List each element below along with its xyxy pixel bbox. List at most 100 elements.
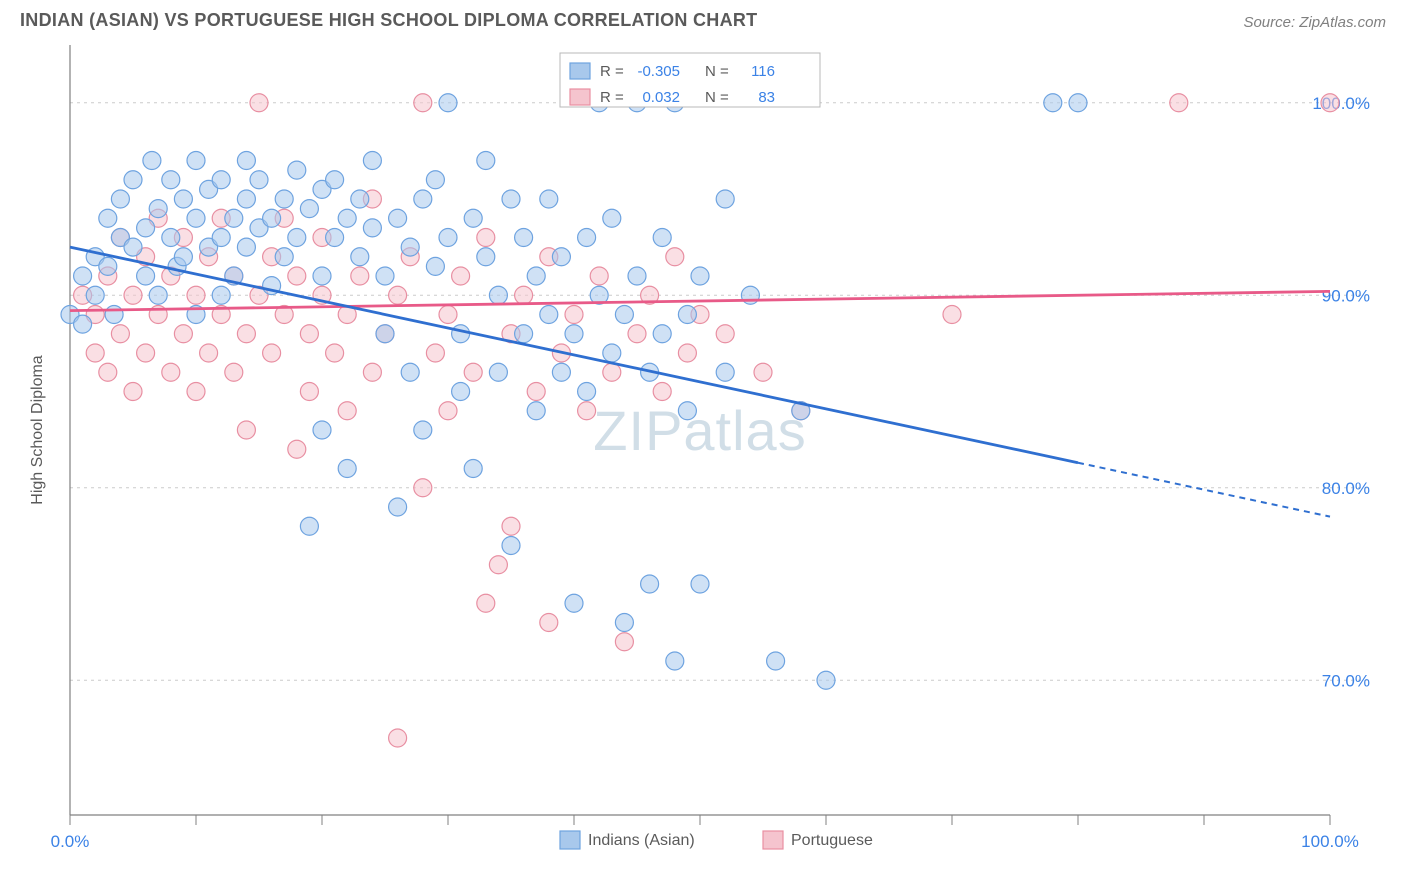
scatter-point-indian xyxy=(212,171,230,189)
y-tick-label: 90.0% xyxy=(1322,286,1370,305)
scatter-point-indian xyxy=(99,257,117,275)
scatter-point-indian xyxy=(187,152,205,170)
scatter-point-portuguese xyxy=(414,479,432,497)
scatter-point-indian xyxy=(628,267,646,285)
scatter-point-indian xyxy=(464,209,482,227)
legend-r-label: R = xyxy=(600,89,624,106)
scatter-point-indian xyxy=(552,248,570,266)
bottom-legend-swatch xyxy=(560,831,580,849)
scatter-point-portuguese xyxy=(439,306,457,324)
scatter-point-indian xyxy=(565,325,583,343)
scatter-point-indian xyxy=(288,161,306,179)
scatter-point-portuguese xyxy=(288,267,306,285)
scatter-point-indian xyxy=(615,306,633,324)
scatter-point-indian xyxy=(212,286,230,304)
scatter-point-portuguese xyxy=(464,363,482,381)
scatter-point-indian xyxy=(149,200,167,218)
chart-title: INDIAN (ASIAN) VS PORTUGUESE HIGH SCHOOL… xyxy=(20,10,757,31)
scatter-point-portuguese xyxy=(477,229,495,247)
scatter-point-portuguese xyxy=(237,421,255,439)
scatter-point-portuguese xyxy=(174,325,192,343)
scatter-point-indian xyxy=(678,306,696,324)
scatter-point-indian xyxy=(363,219,381,237)
scatter-point-portuguese xyxy=(515,286,533,304)
scatter-point-indian xyxy=(313,421,331,439)
scatter-point-indian xyxy=(426,257,444,275)
scatter-point-portuguese xyxy=(263,344,281,362)
scatter-point-indian xyxy=(187,209,205,227)
scatter-point-portuguese xyxy=(565,306,583,324)
scatter-point-indian xyxy=(137,267,155,285)
scatter-point-portuguese xyxy=(716,325,734,343)
trend-line-indian xyxy=(70,247,1078,463)
scatter-point-portuguese xyxy=(603,363,621,381)
scatter-point-indian xyxy=(678,402,696,420)
scatter-point-indian xyxy=(351,190,369,208)
scatter-point-portuguese xyxy=(477,594,495,612)
scatter-point-portuguese xyxy=(502,517,520,535)
scatter-point-indian xyxy=(565,594,583,612)
scatter-point-portuguese xyxy=(300,383,318,401)
scatter-point-indian xyxy=(540,306,558,324)
scatter-point-indian xyxy=(376,267,394,285)
y-axis-label: High School Diploma xyxy=(29,355,46,505)
scatter-point-indian xyxy=(363,152,381,170)
scatter-point-portuguese xyxy=(300,325,318,343)
scatter-point-portuguese xyxy=(527,383,545,401)
scatter-point-indian xyxy=(338,460,356,478)
scatter-point-portuguese xyxy=(678,344,696,362)
scatter-point-indian xyxy=(174,248,192,266)
scatter-point-indian xyxy=(414,421,432,439)
scatter-point-portuguese xyxy=(754,363,772,381)
chart-area: 70.0%80.0%90.0%100.0%0.0%100.0%High Scho… xyxy=(20,35,1386,892)
scatter-point-indian xyxy=(300,200,318,218)
scatter-point-indian xyxy=(237,190,255,208)
scatter-point-indian xyxy=(162,229,180,247)
scatter-point-portuguese xyxy=(137,344,155,362)
scatter-point-indian xyxy=(452,325,470,343)
scatter-point-portuguese xyxy=(124,286,142,304)
scatter-point-indian xyxy=(124,238,142,256)
scatter-point-portuguese xyxy=(237,325,255,343)
scatter-point-indian xyxy=(212,229,230,247)
scatter-point-portuguese xyxy=(225,363,243,381)
scatter-point-indian xyxy=(105,306,123,324)
bottom-legend-label: Portuguese xyxy=(791,832,873,849)
scatter-point-portuguese xyxy=(124,383,142,401)
scatter-point-indian xyxy=(641,575,659,593)
scatter-point-portuguese xyxy=(86,344,104,362)
scatter-point-portuguese xyxy=(943,306,961,324)
scatter-point-indian xyxy=(716,363,734,381)
scatter-point-portuguese xyxy=(666,248,684,266)
scatter-point-indian xyxy=(477,248,495,266)
scatter-point-indian xyxy=(615,614,633,632)
y-tick-label: 80.0% xyxy=(1322,479,1370,498)
scatter-point-indian xyxy=(74,267,92,285)
scatter-point-indian xyxy=(691,575,709,593)
x-tick-label-left: 0.0% xyxy=(51,832,90,851)
scatter-point-indian xyxy=(237,152,255,170)
scatter-point-indian xyxy=(439,94,457,112)
scatter-point-portuguese xyxy=(338,402,356,420)
scatter-point-indian xyxy=(338,209,356,227)
scatter-point-portuguese xyxy=(653,383,671,401)
scatter-point-indian xyxy=(540,190,558,208)
scatter-point-indian xyxy=(653,229,671,247)
legend-r-value: -0.305 xyxy=(637,63,680,80)
scatter-point-indian xyxy=(502,537,520,555)
scatter-point-indian xyxy=(452,383,470,401)
scatter-point-indian xyxy=(250,171,268,189)
scatter-point-indian xyxy=(288,229,306,247)
scatter-point-indian xyxy=(716,190,734,208)
scatter-point-portuguese xyxy=(111,325,129,343)
scatter-point-indian xyxy=(578,229,596,247)
source-attribution: Source: ZipAtlas.com xyxy=(1243,14,1386,31)
scatter-point-indian xyxy=(351,248,369,266)
scatter-point-indian xyxy=(149,286,167,304)
scatter-point-portuguese xyxy=(590,267,608,285)
scatter-point-portuguese xyxy=(187,383,205,401)
legend-n-label: N = xyxy=(705,63,729,80)
scatter-point-indian xyxy=(174,190,192,208)
scatter-point-indian xyxy=(275,190,293,208)
scatter-point-indian xyxy=(111,190,129,208)
